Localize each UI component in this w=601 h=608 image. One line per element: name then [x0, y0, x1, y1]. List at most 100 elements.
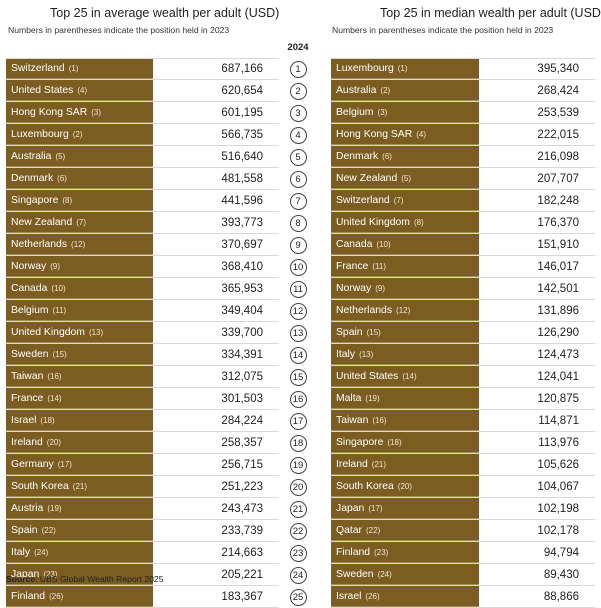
country-name: Canada	[11, 282, 48, 294]
rank-cell: 8	[286, 212, 310, 234]
table-row: Netherlands (12) 370,697	[6, 234, 279, 256]
wealth-value: 395,340	[537, 63, 579, 75]
table-row: Finland (23) 94,794	[331, 542, 595, 564]
wealth-value: 312,075	[221, 370, 263, 383]
rank-cell: 21	[286, 498, 310, 520]
previous-position: (5)	[55, 151, 66, 161]
table-row: Denmark (6) 216,098	[331, 146, 595, 168]
previous-position: (6)	[382, 151, 392, 161]
rank-circle: 1	[289, 60, 307, 78]
country-name: New Zealand	[11, 216, 73, 228]
country-cell: Japan (23)	[6, 564, 153, 585]
previous-position: (21)	[371, 459, 387, 469]
rank-cell: 23	[286, 542, 310, 564]
table-row: Canada (10) 365,953	[6, 278, 279, 300]
rank-circle: 16	[289, 390, 307, 408]
country-cell: Australia (2)	[331, 80, 479, 101]
previous-position: (6)	[57, 173, 67, 183]
previous-position: (21)	[72, 481, 88, 491]
country-cell: France (11)	[331, 256, 479, 277]
country-cell: Denmark (6)	[331, 146, 479, 167]
year-label: 2024	[287, 42, 309, 53]
wealth-value: 120,875	[537, 392, 579, 405]
previous-position: (3)	[91, 107, 102, 117]
wealth-value: 256,715	[221, 458, 263, 471]
wealth-value: 102,178	[537, 524, 579, 537]
country-cell: South Korea (20)	[331, 476, 479, 497]
rank-cell: 20	[286, 476, 310, 498]
table-row: France (11) 146,017	[331, 256, 595, 278]
wealth-value: 131,896	[537, 304, 579, 317]
country-name: Belgium	[11, 304, 49, 316]
country-cell: Luxembourg (2)	[6, 124, 153, 145]
rank-circle: 24	[289, 566, 307, 584]
country-name: Switzerland	[336, 194, 390, 206]
wealth-value: 268,424	[537, 84, 579, 97]
country-cell: Israel (18)	[6, 410, 153, 431]
wealth-value: 89,430	[543, 568, 579, 581]
country-name: Luxembourg	[11, 128, 69, 140]
wealth-value: 124,041	[537, 370, 579, 383]
previous-position: (15)	[366, 327, 381, 337]
previous-position: (24)	[34, 547, 49, 557]
rank-circle: 7	[289, 192, 307, 210]
table-row: Hong Kong SAR (4) 222,015	[331, 124, 595, 146]
rank-cell: 11	[286, 278, 310, 300]
country-name: Finland	[336, 546, 371, 558]
table-row: New Zealand (7) 393,773	[6, 212, 279, 234]
rank-circle: 10	[289, 258, 307, 276]
country-name: Hong Kong SAR	[11, 106, 88, 118]
country-cell: Canada (10)	[6, 278, 153, 299]
table-row: Spain (22) 233,739	[6, 520, 279, 542]
previous-position: (24)	[377, 569, 392, 579]
country-cell: Spain (22)	[6, 520, 153, 541]
country-cell: United States (14)	[331, 366, 479, 387]
country-cell: Finland (26)	[6, 586, 153, 607]
previous-position: (23)	[43, 569, 58, 579]
wealth-value: 94,794	[543, 546, 579, 559]
country-name: Sweden	[11, 348, 49, 360]
wealth-value: 113,976	[538, 436, 579, 449]
country-name: Italy	[336, 348, 356, 360]
table-row: Belgium (11) 349,404	[6, 300, 279, 322]
table-row: Ireland (20) 258,357	[6, 432, 279, 454]
country-name: Qatar	[336, 524, 362, 536]
rank-cell: 2	[286, 80, 310, 102]
table-row: Ireland (21) 105,626	[331, 454, 595, 476]
country-cell: Hong Kong SAR (4)	[331, 124, 479, 145]
country-name: Denmark	[11, 172, 54, 184]
wealth-value: 349,404	[221, 304, 263, 317]
wealth-value: 233,739	[221, 524, 263, 537]
country-cell: Singapore (8)	[6, 190, 153, 211]
wealth-value: 339,700	[221, 326, 263, 339]
country-name: New Zealand	[336, 172, 398, 184]
country-cell: Switzerland (7)	[331, 190, 479, 211]
country-cell: Japan (17)	[331, 498, 479, 519]
previous-position: (23)	[374, 547, 389, 557]
wealth-value: 182,248	[537, 194, 579, 207]
table-row: Taiwan (16) 312,075	[6, 366, 279, 388]
rank-circle: 12	[289, 302, 307, 320]
wealth-value: 601,195	[221, 106, 263, 119]
rank-cell: 25	[286, 586, 310, 608]
country-cell: Italy (13)	[331, 344, 479, 365]
country-cell: Ireland (20)	[6, 432, 153, 453]
table-row: Switzerland (7) 182,248	[331, 190, 595, 212]
country-cell: Italy (24)	[6, 542, 153, 563]
rank-circle: 21	[289, 500, 307, 518]
country-name: Switzerland	[11, 63, 65, 74]
table-row: Singapore (8) 441,596	[6, 190, 279, 212]
rank-cell: 17	[286, 410, 310, 432]
table-row: Luxembourg (2) 566,735	[6, 124, 279, 146]
table-row: South Korea (21) 251,223	[6, 476, 279, 498]
previous-position: (8)	[62, 195, 73, 205]
rank-cell: 3	[286, 102, 310, 124]
country-cell: Malta (19)	[331, 388, 479, 409]
table-row: Sweden (24) 89,430	[331, 564, 595, 586]
previous-position: (26)	[49, 591, 64, 601]
rank-cell: 6	[286, 168, 310, 190]
previous-position: (22)	[41, 525, 56, 535]
wealth-value: 368,410	[221, 260, 263, 273]
rank-circle: 4	[289, 126, 307, 144]
table-row: United States (4) 620,654	[6, 80, 279, 102]
